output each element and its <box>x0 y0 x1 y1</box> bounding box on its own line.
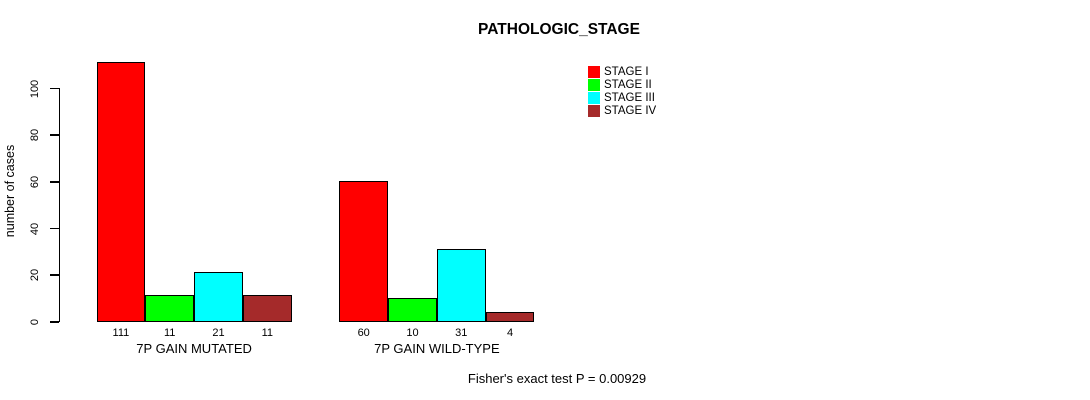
x-category-label: 7P GAIN WILD-TYPE <box>374 341 500 356</box>
y-tick-label: 100 <box>29 79 41 98</box>
y-tick <box>49 227 59 230</box>
legend-item: STAGE I <box>588 65 656 78</box>
bar-stage-iii-7p-gain-wild-type <box>436 248 486 323</box>
y-tick-label: 60 <box>29 175 41 189</box>
legend-swatch-stage-i <box>588 65 600 78</box>
legend-swatch-stage-ii <box>588 78 600 91</box>
legend-label: STAGE I <box>604 65 649 78</box>
y-tick <box>49 321 59 323</box>
bar-stage-iv-7p-gain-mutated <box>242 295 292 323</box>
y-tick <box>49 134 59 136</box>
bar-stage-i-7p-gain-wild-type <box>339 181 389 323</box>
y-tick-label: 20 <box>29 269 41 282</box>
y-tick <box>49 87 59 90</box>
y-tick <box>49 274 59 276</box>
bar-value-label: 60 <box>357 326 370 339</box>
legend-label: STAGE II <box>604 78 652 91</box>
legend-swatch-stage-iii <box>588 92 600 105</box>
bar-value-label: 31 <box>455 326 468 339</box>
bar-value-label: 11 <box>261 326 274 339</box>
bar-stage-iii-7p-gain-mutated <box>194 272 243 323</box>
annotation-text: Fisher's exact test P = 0.00929 <box>467 371 647 386</box>
bar-value-label: 11 <box>163 326 176 339</box>
legend-item: STAGE III <box>588 92 656 105</box>
y-axis-line <box>58 87 60 323</box>
bar-value-label: 4 <box>507 326 514 339</box>
chart-title: PATHOLOGIC_STAGE <box>478 21 640 38</box>
bar-stage-ii-7p-gain-wild-type <box>388 297 437 323</box>
bar-stage-ii-7p-gain-mutated <box>145 295 195 323</box>
y-tick-label: 40 <box>29 222 41 235</box>
bar-value-label: 21 <box>212 326 225 339</box>
bar-stage-i-7p-gain-mutated <box>96 62 146 323</box>
legend-label: STAGE IV <box>604 105 657 118</box>
y-tick-label: 0 <box>29 318 41 326</box>
legend-item: STAGE II <box>588 78 656 91</box>
x-category-label: 7P GAIN MUTATED <box>136 341 252 356</box>
y-tick <box>49 181 59 183</box>
legend-swatch-stage-iv <box>588 105 600 118</box>
y-tick-label: 80 <box>29 129 41 142</box>
bar-stage-iv-7p-gain-wild-type <box>485 311 535 323</box>
legend-label: STAGE III <box>604 92 655 105</box>
legend: STAGE I STAGE II STAGE III STAGE IV <box>588 65 656 118</box>
bar-value-label: 111 <box>112 326 130 339</box>
bar-value-label: 10 <box>406 326 419 339</box>
legend-item: STAGE IV <box>588 105 656 118</box>
